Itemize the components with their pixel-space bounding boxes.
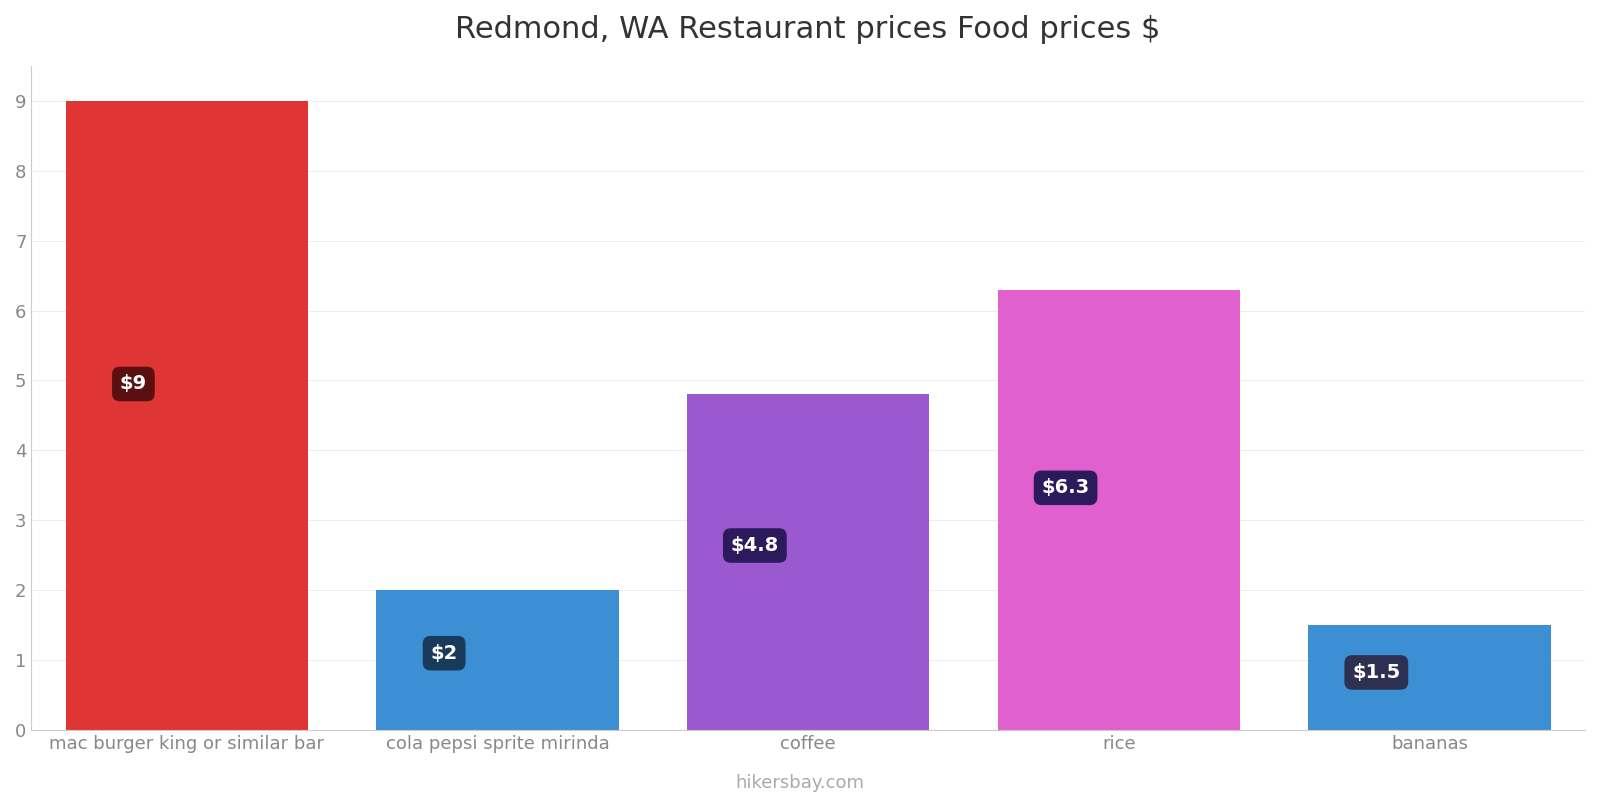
Text: $9: $9	[120, 374, 147, 394]
Bar	[1309, 626, 1550, 730]
Text: $1.5: $1.5	[1352, 663, 1400, 682]
Bar	[686, 394, 930, 730]
Text: $2: $2	[430, 644, 458, 662]
Text: $4.8: $4.8	[731, 536, 779, 555]
Text: hikersbay.com: hikersbay.com	[736, 774, 864, 792]
Text: $6.3: $6.3	[1042, 478, 1090, 498]
Title: Redmond, WA Restaurant prices Food prices $: Redmond, WA Restaurant prices Food price…	[456, 15, 1162, 44]
Bar	[66, 101, 307, 730]
Bar	[376, 590, 619, 730]
Bar	[998, 290, 1240, 730]
